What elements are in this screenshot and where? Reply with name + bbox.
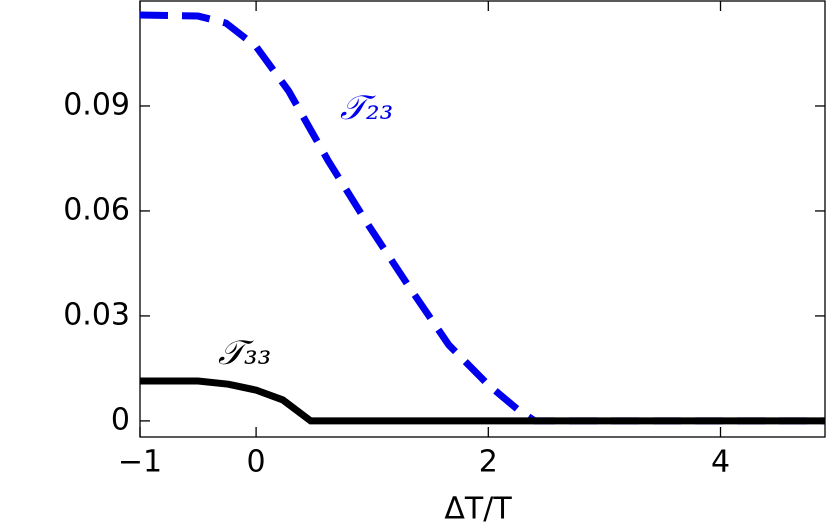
series-line xyxy=(140,377,825,425)
series-label: 𝒯₃₃ xyxy=(218,333,271,373)
series-line xyxy=(139,11,825,425)
y-tick-label: 0.06 xyxy=(63,192,130,227)
y-tick-label: 0.03 xyxy=(63,297,130,332)
plot-frame xyxy=(139,0,826,438)
x-tick-label: −1 xyxy=(118,445,162,480)
y-tick-label: 0.09 xyxy=(63,87,130,122)
x-tick-label: 0 xyxy=(247,445,266,480)
x-axis-label: ΔT/T xyxy=(444,492,512,527)
series-label: 𝒯₂₃ xyxy=(340,88,393,128)
x-tick-label: 4 xyxy=(711,445,730,480)
x-tick-label: 2 xyxy=(479,445,498,480)
y-tick-label: 0 xyxy=(111,402,130,437)
